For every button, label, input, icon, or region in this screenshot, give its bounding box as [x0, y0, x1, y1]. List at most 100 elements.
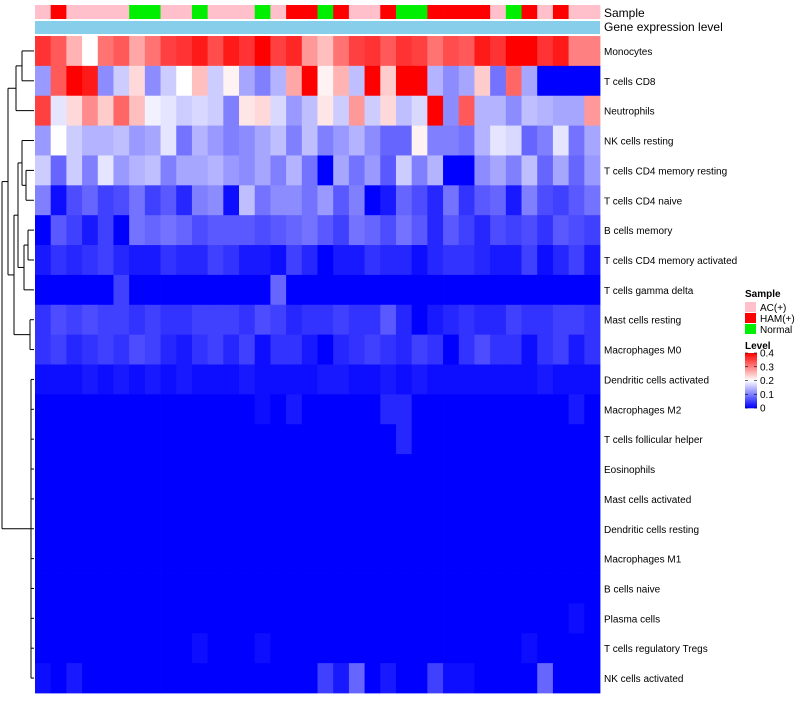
heatmap-cell — [254, 95, 271, 126]
row-labels: Monocytes T cells CD8 Neutrophils NK cells … — [604, 47, 737, 685]
heatmap-cell — [317, 334, 334, 365]
heatmap-cell — [317, 304, 334, 336]
sample-legend-label: Normal — [760, 325, 792, 336]
sample-legend-swatch-n — [745, 324, 756, 334]
heatmap-cell — [333, 245, 350, 276]
level-legend-gradient — [745, 357, 757, 359]
heatmap-cell — [568, 245, 585, 276]
heatmap-cell — [66, 274, 83, 306]
heatmap-cell — [333, 573, 350, 604]
heatmap-cell — [301, 185, 318, 216]
heatmap-cell — [129, 513, 146, 545]
heatmap-cell — [537, 185, 554, 216]
heatmap-cell — [113, 424, 130, 455]
heatmap-cell — [176, 394, 193, 425]
heatmap-cell — [35, 483, 52, 515]
heatmap-cell — [113, 36, 130, 67]
heatmap-cell — [490, 633, 507, 664]
heatmap-cell — [66, 513, 83, 545]
heatmap-cell — [82, 633, 99, 664]
heatmap-cell — [380, 483, 397, 515]
heatmap-cell — [364, 483, 381, 515]
heatmap-cell — [505, 334, 522, 365]
heatmap-cell — [521, 543, 538, 574]
heatmap-cell — [35, 36, 52, 67]
heatmap-cell — [537, 125, 554, 156]
heatmap-cell — [35, 215, 52, 246]
heatmap-cell — [395, 543, 413, 574]
heatmap-cell — [176, 36, 193, 67]
heatmap-cell — [270, 424, 287, 455]
heatmap-cell — [552, 483, 570, 515]
heatmap-cell — [317, 483, 334, 515]
heatmap-cell — [50, 483, 67, 515]
level-tick-label: 0.2 — [760, 376, 774, 387]
heatmap-cell — [270, 454, 287, 485]
heatmap-cell — [395, 424, 413, 455]
heatmap-cell — [82, 274, 99, 306]
heatmap-cell — [380, 424, 397, 455]
heatmap-cell — [301, 543, 318, 574]
heatmap-cell — [537, 573, 554, 604]
heatmap-cell — [552, 125, 570, 156]
row-label: T cells CD4 memory activated — [604, 256, 737, 267]
heatmap-cell — [160, 513, 177, 545]
heatmap-cell — [443, 573, 460, 604]
heatmap-cell — [348, 95, 365, 126]
level-legend-gradient — [745, 395, 757, 398]
heatmap-cell — [301, 394, 318, 425]
heatmap-cell — [364, 245, 381, 276]
sample-cell-7 — [144, 5, 161, 19]
heatmap-cell — [537, 304, 554, 336]
heatmap-cell — [490, 334, 507, 365]
heatmap-cell — [129, 454, 146, 485]
heatmap-cell — [521, 274, 538, 306]
heatmap-cell — [521, 304, 538, 336]
heatmap-cell — [129, 36, 146, 67]
heatmap-cell — [270, 185, 287, 216]
level-legend-gradient — [745, 394, 757, 396]
heatmap-cell — [411, 424, 428, 455]
heatmap-cell — [474, 394, 491, 425]
heatmap-cell — [223, 663, 240, 694]
heatmap-cell — [348, 155, 365, 186]
heatmap-cell — [129, 65, 146, 97]
heatmap-cell — [160, 304, 177, 336]
heatmap-cell — [223, 483, 240, 515]
heatmap-cell — [207, 125, 224, 156]
heatmap-cell — [50, 573, 67, 604]
heatmap-cell — [380, 663, 397, 694]
heatmap-cell — [97, 513, 114, 545]
heatmap-cell — [66, 304, 83, 336]
heatmap-cell — [552, 364, 570, 395]
heatmap-cell — [348, 663, 365, 694]
sample-cell-29 — [490, 5, 507, 19]
heatmap-cell — [333, 334, 350, 365]
heatmap-cell — [66, 483, 83, 515]
row-label: Macrophages M0 — [604, 346, 682, 357]
heatmap-cell — [568, 334, 585, 365]
heatmap-cell — [301, 424, 318, 455]
row-dendrogram — [1, 50, 34, 679]
heatmap-cell — [35, 95, 52, 126]
heatmap-cell — [568, 185, 585, 216]
heatmap-cell — [348, 304, 365, 336]
heatmap-cell — [160, 424, 177, 455]
level-tick-label: 0.4 — [760, 349, 774, 360]
heatmap-cell — [537, 543, 554, 574]
heatmap-cell — [443, 424, 460, 455]
heatmap-cell — [411, 155, 428, 186]
heatmap-cell — [207, 334, 224, 365]
heatmap-cell — [552, 274, 570, 306]
heatmap-cell — [286, 424, 303, 455]
heatmap-cell — [286, 364, 303, 395]
heatmap-cell — [286, 394, 303, 425]
row-label: Plasma cells — [604, 614, 660, 625]
heatmap-cell — [254, 513, 271, 545]
heatmap-cell — [223, 394, 240, 425]
heatmap-cell — [50, 424, 67, 455]
heatmap-cell — [254, 125, 271, 156]
heatmap-cell — [348, 543, 365, 574]
heatmap-cell — [66, 185, 83, 216]
heatmap-cell — [427, 633, 444, 664]
